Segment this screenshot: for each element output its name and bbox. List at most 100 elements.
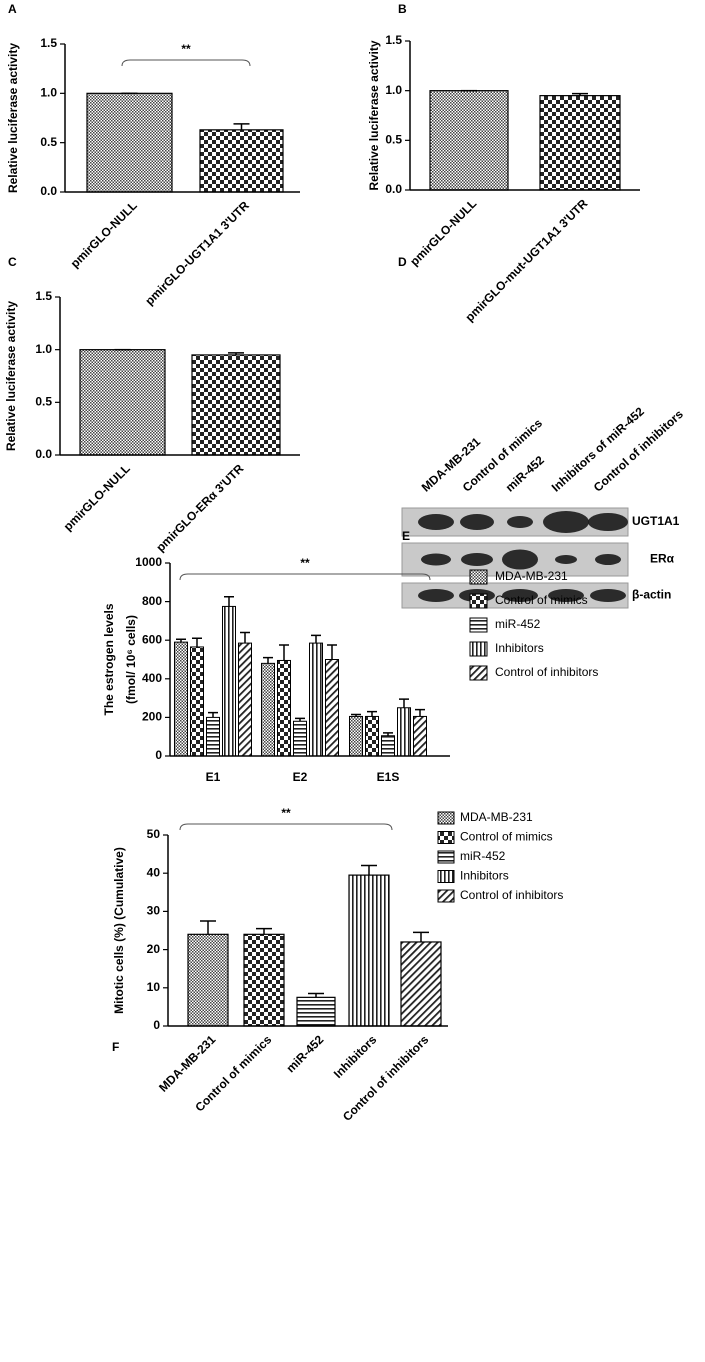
x-tick-label: pmirGLO-NULL	[68, 198, 140, 270]
x-tick-label: pmirGLO-NULL	[61, 461, 133, 533]
y-tick-label: 1.5	[385, 33, 402, 47]
error-bar	[399, 698, 409, 708]
bar	[400, 941, 442, 1027]
bar	[206, 716, 220, 757]
error-bar	[351, 713, 361, 717]
y-axis-label: Relative luciferase activity	[367, 40, 381, 190]
x-tick-label: pmirGLO-UGT1A1 3'UTR	[142, 198, 252, 308]
blot-band	[461, 553, 493, 566]
blot-band	[590, 589, 626, 602]
blot-band	[418, 589, 454, 602]
y-tick-label: 400	[142, 671, 162, 685]
y-tick-label: 0	[155, 748, 162, 762]
x-tick-label: E1	[206, 770, 221, 784]
legend-label: Control of mimics	[460, 830, 553, 844]
y-tick-label: 1.0	[385, 83, 402, 97]
annotation: **	[181, 42, 191, 56]
panel-label: A	[8, 2, 17, 16]
y-axis-label: Relative luciferase activity	[6, 43, 20, 193]
y-axis-label: (fmol/ 10⁶ cells)	[124, 615, 138, 704]
bar	[429, 90, 509, 191]
bar	[348, 874, 390, 1027]
blot-band	[595, 554, 621, 565]
band-label: ERα	[650, 552, 675, 566]
error-bar	[413, 931, 429, 942]
error-bar	[361, 864, 377, 876]
error-bar	[192, 637, 202, 647]
legend-label: Inhibitors	[495, 641, 544, 655]
error-bar	[295, 717, 305, 722]
y-tick-label: 20	[147, 942, 161, 956]
lane-label: miR-452	[503, 453, 547, 495]
y-tick-label: 0.5	[385, 133, 402, 147]
legend-swatch	[437, 870, 455, 883]
bar	[79, 349, 166, 456]
bar	[296, 996, 336, 1027]
y-tick-label: 0.0	[385, 182, 402, 196]
bar	[539, 95, 621, 191]
error-bar	[327, 644, 337, 660]
panel-label: E	[402, 529, 410, 543]
error-bar	[208, 711, 218, 718]
error-bar	[383, 732, 393, 736]
y-tick-label: 0.0	[35, 447, 52, 461]
significance-bracket	[121, 59, 251, 67]
error-bar	[279, 644, 289, 661]
y-tick-label: 1.0	[35, 342, 52, 356]
bar	[86, 92, 173, 193]
bar	[293, 720, 307, 757]
legend-swatch	[469, 569, 488, 585]
x-tick-label: MDA-MB-231	[156, 1032, 218, 1094]
x-tick-label: miR-452	[283, 1032, 326, 1075]
error-bar	[415, 708, 425, 717]
annotation: **	[300, 556, 310, 570]
blot-band	[507, 516, 533, 528]
legend-label: Control of mimics	[495, 593, 588, 607]
error-bar	[367, 710, 377, 717]
band-label: UGT1A1	[632, 514, 680, 528]
bar	[397, 707, 411, 757]
y-tick-label: 200	[142, 710, 162, 724]
blot-band	[555, 555, 577, 564]
error-bar	[200, 920, 216, 935]
y-tick-label: 50	[147, 827, 161, 841]
y-tick-label: 1.0	[40, 86, 57, 100]
legend-swatch	[437, 831, 455, 844]
blot-band	[421, 553, 451, 566]
x-tick-label: E2	[293, 770, 308, 784]
legend-label: Inhibitors	[460, 869, 509, 883]
x-tick-label: pmirGLO-ERα 3'UTR	[153, 461, 246, 554]
y-axis-label: Relative luciferase activity	[4, 301, 18, 451]
error-bar	[224, 596, 234, 607]
legend-label: MDA-MB-231	[495, 569, 568, 583]
legend-swatch	[469, 665, 488, 681]
error-bar	[311, 634, 321, 644]
legend-label: MDA-MB-231	[460, 810, 533, 824]
panel-label: C	[8, 255, 17, 269]
y-tick-label: 30	[147, 904, 161, 918]
legend-swatch	[469, 641, 488, 657]
error-bar	[263, 656, 273, 664]
y-tick-label: 0.5	[40, 135, 57, 149]
band-label: β-actin	[632, 588, 671, 602]
error-bar	[228, 352, 244, 355]
y-tick-label: 1000	[135, 555, 162, 569]
lane-label: Control of mimics	[460, 416, 545, 495]
y-tick-label: 0	[153, 1018, 160, 1032]
y-axis-label: The estrogen levels	[102, 603, 116, 715]
bar	[187, 933, 229, 1027]
legend-label: Control of inhibitors	[495, 665, 598, 679]
bar	[243, 933, 285, 1027]
legend-label: miR-452	[460, 849, 506, 863]
x-tick-label: pmirGLO-mut-UGT1A1 3'UTR	[462, 196, 590, 324]
panel-label: B	[398, 2, 407, 16]
y-tick-label: 0.5	[35, 395, 52, 409]
error-bar	[308, 992, 324, 998]
y-tick-label: 1.5	[40, 36, 57, 50]
error-bar	[240, 631, 250, 644]
significance-bracket	[179, 823, 393, 831]
bar	[309, 642, 323, 757]
bar	[238, 642, 252, 757]
legend-swatch	[469, 593, 488, 609]
bar	[349, 715, 363, 757]
